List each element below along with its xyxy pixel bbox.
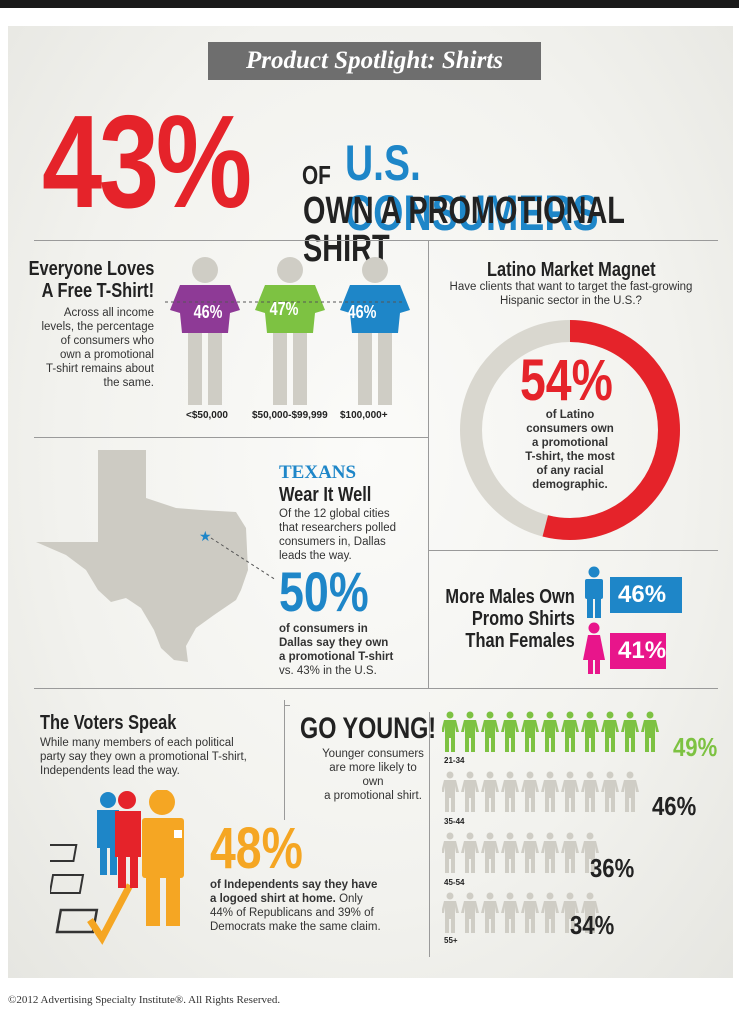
divider [428,550,718,551]
person-icon [501,892,519,933]
texans-desc: of consumers in Dallas say they own a pr… [279,623,394,677]
person-icon [561,771,579,812]
person-icon [501,711,519,752]
headline-line1: U.S. CONSUMERS [345,135,599,241]
voters-pct: 48% [210,816,303,881]
person-icon [561,832,579,873]
young-body: Younger consumers are more likely to own… [322,748,424,802]
shirt-pct: 47% [269,299,299,319]
income-label: <$50,000 [186,410,228,421]
person-icon [442,832,459,873]
person-icon [581,832,599,873]
divider-vertical [284,700,285,820]
texas-map: ★ [36,450,276,662]
headline-stat: 43% [42,88,252,235]
texans-body: Of the 12 global cities that researchers… [279,508,396,562]
latino-subtitle: Have clients that want to target the fas… [449,281,693,307]
person-icon [601,711,619,752]
divider-vertical [429,712,430,957]
age-label: 55+ [444,936,458,945]
person-icon [481,771,499,812]
person-figure-icon [170,257,240,405]
age-label: 21-34 [444,756,465,765]
divider [34,437,428,438]
age-pct: 34% [570,910,615,940]
young-heading: GO YOUNG! [300,712,437,745]
person-icon [501,832,519,873]
person-icon [541,832,559,873]
divider [284,705,290,706]
person-icon [521,892,539,933]
person-icon [521,771,539,812]
latino-heading: Latino Market Magnet [487,259,656,281]
age-pct: 36% [590,853,635,883]
person-icon [641,711,659,752]
person-icon [521,711,539,752]
person-icon [521,832,539,873]
person-icon [461,892,479,933]
free-tshirt-heading-2: A Free T-Shirt! [41,280,154,302]
copyright: ©2012 Advertising Specialty Institute®. … [8,994,281,1006]
person-icon [461,771,479,812]
person-icon [621,771,639,812]
income-label: $100,000+ [340,410,388,421]
shirt-pct: 46% [193,302,223,322]
person-icon [442,771,459,812]
person-figure-icon [255,257,325,405]
divider-vertical [428,240,429,688]
voters-illustration [50,790,184,945]
free-tshirt-body: Across all income levels, the percentage… [41,307,154,389]
shirt-figures [165,257,410,405]
person-icon [601,771,619,812]
young-people-chart [442,711,659,933]
person-figure-icon [340,257,410,405]
divider [34,240,718,241]
female-pct: 41% [610,633,666,669]
divider [34,688,718,689]
person-icon [442,892,459,933]
free-tshirt-heading-1: Everyone Loves [28,258,154,280]
person-icon [561,711,579,752]
person-icon [581,771,599,812]
top-rule [0,0,739,8]
headline-of: OF [302,160,331,190]
female-icon [583,622,605,674]
person-icon [541,711,559,752]
male-icon [585,566,603,618]
person-icon [442,711,459,752]
person-icon [481,711,499,752]
shirt-pct: 46% [347,302,377,322]
texans-kicker: TEXANS [279,462,357,483]
person-icon [581,892,599,933]
person-icon [541,771,559,812]
voters-desc: of Independents say they have a logoed s… [210,879,381,933]
latino-desc: of Latino consumers own a promotional T-… [525,409,615,491]
age-label: 35-44 [444,817,465,826]
texans-heading: Wear It Well [279,484,372,506]
person-icon [501,771,519,812]
latino-donut [460,320,680,540]
person-icon [581,711,599,752]
gender-heading: More Males Own Promo Shirts Than Females [445,586,575,652]
income-label: $50,000-$99,999 [252,410,328,421]
person-icon [461,832,479,873]
age-pct: 49% [673,732,718,762]
age-label: 45-54 [444,878,465,887]
voters-body: While many members of each political par… [40,737,247,777]
person-icon [621,711,639,752]
person-icon [541,892,559,933]
person-icon [461,711,479,752]
headline-line2: OWN A PROMOTIONAL SHIRT [303,190,625,270]
person-icon [481,832,499,873]
male-pct: 46% [610,577,682,613]
latino-pct: 54% [520,348,613,413]
texans-pct: 50% [279,560,369,623]
dallas-star-icon: ★ [199,528,212,544]
person-icon [561,892,579,933]
voters-heading: The Voters Speak [40,712,177,734]
age-pct: 46% [652,791,697,821]
person-icon [481,892,499,933]
page-title: Product Spotlight: Shirts [208,42,541,80]
